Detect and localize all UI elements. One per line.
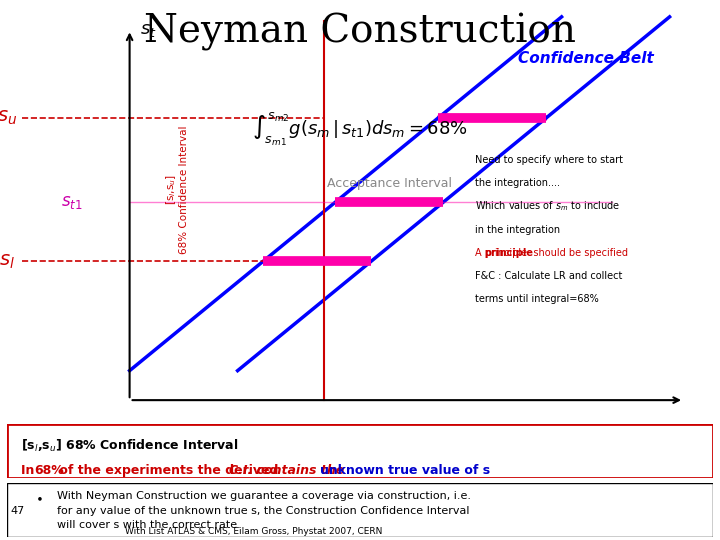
Text: $s_l$: $s_l$ — [0, 252, 15, 271]
Text: C.I. contains the: C.I. contains the — [230, 464, 349, 477]
Text: Confidence Belt: Confidence Belt — [518, 51, 654, 66]
Text: F&C : Calculate LR and collect: F&C : Calculate LR and collect — [475, 271, 623, 281]
Text: in the integration: in the integration — [475, 225, 560, 234]
Text: for any value of the unknown true s, the Construction Confidence Interval: for any value of the unknown true s, the… — [57, 506, 469, 516]
Text: principle: principle — [484, 248, 533, 258]
Text: A principle  should be specified: A principle should be specified — [475, 248, 628, 258]
Text: $\bullet$: $\bullet$ — [35, 491, 43, 504]
Text: the integration....: the integration.... — [475, 178, 560, 188]
Text: Which values of $s_m$ to include: Which values of $s_m$ to include — [475, 199, 621, 213]
Text: [s$_l$,s$_u$] 68% Confidence Interval: [s$_l$,s$_u$] 68% Confidence Interval — [22, 437, 239, 454]
Text: $\int_{s_{m1}}^{s_{m2}} g(s_m \,|\, s_{t1}) ds_m = 68\%$: $\int_{s_{m1}}^{s_{m2}} g(s_m \,|\, s_{t… — [252, 111, 468, 148]
Text: unknown true value of s: unknown true value of s — [320, 464, 490, 477]
Text: $s_t$: $s_t$ — [140, 21, 157, 39]
Text: $s_{t1}$: $s_{t1}$ — [61, 193, 83, 211]
Text: Neyman Construction: Neyman Construction — [144, 12, 576, 51]
Text: With List ATLAS & CMS, Eilam Gross, Phystat 2007, CERN: With List ATLAS & CMS, Eilam Gross, Phys… — [125, 527, 383, 536]
Text: In: In — [22, 464, 39, 477]
Text: [s$_l$,s$_u$]
68% Confidence Interval: [s$_l$,s$_u$] 68% Confidence Interval — [163, 125, 189, 254]
Text: terms until integral=68%: terms until integral=68% — [475, 294, 599, 304]
Text: With Neyman Construction we guarantee a coverage via construction, i.e.: With Neyman Construction we guarantee a … — [57, 491, 471, 502]
Text: of the experiments the derived: of the experiments the derived — [55, 464, 283, 477]
Text: 68%: 68% — [34, 464, 64, 477]
Text: will cover s with the correct rate.: will cover s with the correct rate. — [57, 520, 240, 530]
Text: 47: 47 — [11, 506, 25, 516]
Text: Acceptance Interval: Acceptance Interval — [327, 178, 452, 191]
Text: $s_u$: $s_u$ — [0, 109, 17, 127]
Text: Need to specify where to start: Need to specify where to start — [475, 155, 624, 165]
